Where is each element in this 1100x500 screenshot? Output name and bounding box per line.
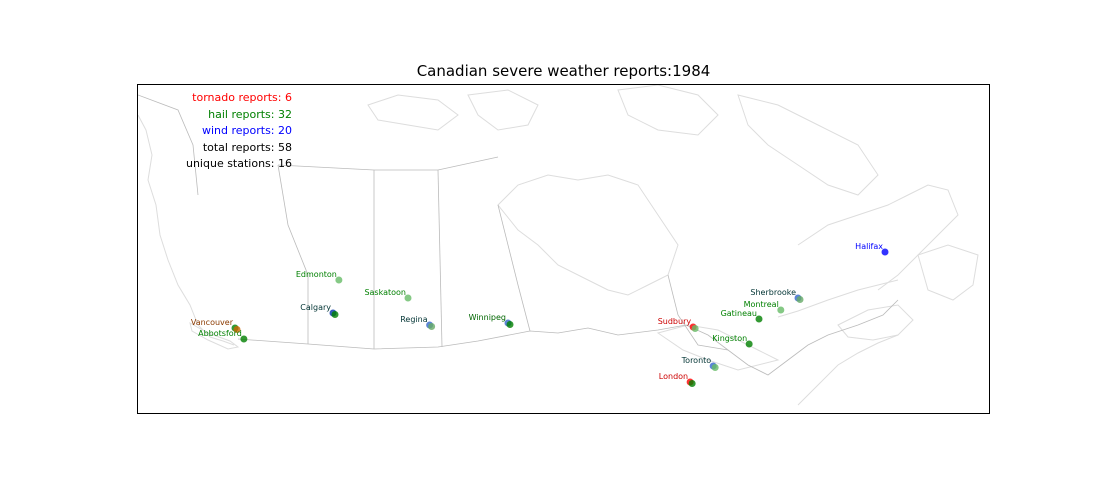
station-labels: Vancouver Abbotsford Edmonton Calgary Saskat… (191, 242, 883, 381)
tornado-count: tornado reports: 6 (192, 91, 292, 104)
hail-count: hail reports: 32 (208, 107, 292, 121)
wind-count: wind reports: 20 (201, 124, 292, 137)
baffin-island (737, 94, 879, 196)
report-point-sherbrooke (796, 296, 804, 303)
territories-border (277, 156, 499, 171)
station-label-vancouver: Vancouver (191, 318, 234, 327)
province-border-mb-on (497, 204, 531, 332)
borders (138, 94, 899, 376)
newfoundland (917, 244, 979, 301)
report-point-edmonton (335, 276, 343, 284)
station-label-winnipeg: Winnipeg (469, 313, 506, 322)
province-border-sk-mb (437, 169, 443, 348)
labrador-coast (797, 184, 959, 291)
report-point-halifax (881, 248, 889, 256)
station-label-halifax: Halifax (855, 242, 883, 251)
station-label-saskatoon: Saskatoon (364, 288, 406, 297)
report-point-vancouver (233, 326, 241, 333)
report-points (231, 248, 889, 387)
station-label-regina: Regina (400, 315, 427, 324)
station-label-london: London (659, 372, 688, 381)
station-label-montreal: Montreal (744, 300, 779, 309)
report-point-winnipeg (506, 321, 514, 328)
atlantic-coast (797, 334, 899, 406)
station-label-sudbury: Sudbury (658, 317, 692, 326)
report-point-london (688, 380, 696, 387)
province-border-bc-ab (277, 164, 309, 344)
station-label-gatineau: Gatineau (721, 309, 757, 318)
report-point-montreal (777, 306, 785, 314)
arctic-islands-1 (367, 94, 459, 131)
report-point-sudbury (691, 325, 699, 332)
pacific-coastline (138, 114, 235, 346)
report-point-saskatoon (404, 294, 412, 302)
coastlines (138, 85, 979, 406)
map-title: Canadian severe weather reports:1984 (416, 62, 711, 80)
hudson-bay (497, 174, 679, 296)
report-point-abbotsford (240, 335, 248, 343)
report-point-calgary (331, 311, 339, 318)
great-lakes (656, 324, 780, 371)
station-label-calgary: Calgary (300, 303, 331, 312)
report-point-kingston (745, 340, 753, 348)
alaska-border (138, 94, 199, 196)
us-canada-border (237, 299, 899, 376)
vancouver-island (189, 322, 240, 350)
report-point-gatineau (755, 315, 763, 323)
report-point-regina (428, 323, 436, 330)
station-label-toronto: Toronto (681, 356, 712, 365)
station-label-edmonton: Edmonton (296, 270, 337, 279)
station-label-sherbrooke: Sherbrooke (750, 288, 796, 297)
province-border-on-qc (667, 274, 729, 351)
map-frame: Vancouver Abbotsford Edmonton Calgary Saskat… (137, 84, 990, 414)
unique-stations: unique stations: 16 (185, 157, 292, 170)
station-label-kingston: Kingston (712, 334, 747, 343)
report-point-toronto (711, 364, 719, 371)
maritimes (837, 304, 914, 341)
arctic-islands-2 (467, 89, 539, 131)
total-count: total reports: 58 (202, 140, 292, 154)
stats-panel: tornado reports: 6 hail reports: 32 wind… (140, 90, 292, 173)
st-lawrence (777, 279, 899, 318)
station-label-abbotsford: Abbotsford (198, 329, 242, 338)
canada-map: Vancouver Abbotsford Edmonton Calgary Saskat… (138, 85, 979, 406)
arctic-islands-3 (617, 85, 719, 136)
